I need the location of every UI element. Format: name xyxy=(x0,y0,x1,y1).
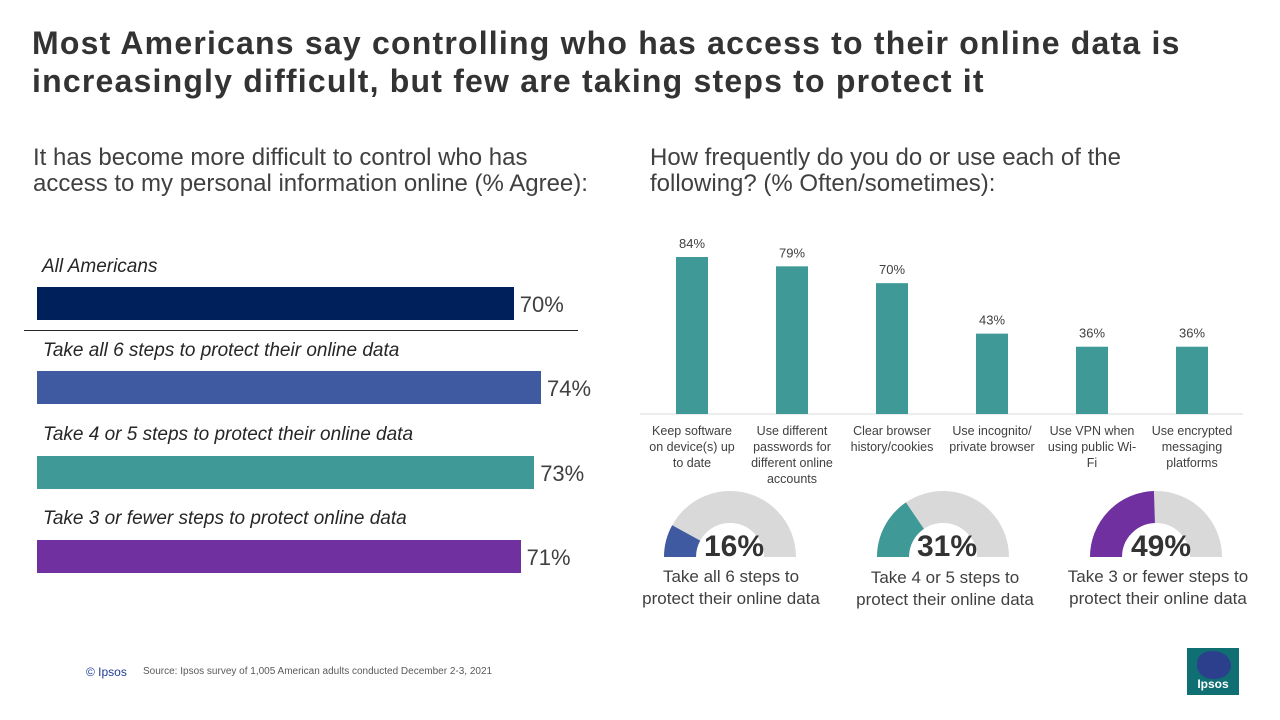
category-line: history/cookies xyxy=(851,440,934,454)
right-chart-question: How frequently do you do or use each of … xyxy=(650,144,1121,197)
column-category-label: Clear browser history/cookies xyxy=(851,424,934,454)
column-bar xyxy=(976,333,1008,414)
column-value-label: 36% xyxy=(1079,326,1105,341)
column-bar xyxy=(876,283,908,414)
bar-value-3-or-fewer-steps: 71% xyxy=(526,545,571,570)
category-line: Use encrypted xyxy=(1152,424,1233,438)
gauge-label-line: Take 3 or fewer steps to xyxy=(1067,567,1249,586)
column-bar xyxy=(1176,346,1208,414)
gauge-label-line: protect their online data xyxy=(856,590,1034,609)
gauge-label-line: protect their online data xyxy=(1069,589,1247,608)
bar-4-or-5-steps xyxy=(37,456,535,489)
gauge-fill xyxy=(664,525,701,558)
category-line: Use incognito/ xyxy=(952,424,1032,438)
gauge-label-4-or-5-steps: Take 4 or 5 steps to protect their onlin… xyxy=(835,567,1055,611)
category-line: Clear browser xyxy=(853,424,931,438)
category-line: messaging xyxy=(1162,440,1222,454)
column-bar xyxy=(776,266,808,414)
bar-3-or-fewer-steps xyxy=(37,540,521,573)
column-category-label: Use incognito/private browser xyxy=(949,424,1034,454)
page-title: Most Americans say controlling who has a… xyxy=(32,25,1181,99)
bar-value-4-or-5-steps: 73% xyxy=(540,461,585,486)
column-value-label: 70% xyxy=(879,262,905,277)
logo-mark xyxy=(1197,651,1231,679)
gauge-value-3-or-fewer-steps: 49% xyxy=(1130,530,1192,563)
category-line: Keep software xyxy=(652,424,732,438)
ipsos-logo: Ipsos xyxy=(1187,648,1239,695)
category-line: accounts xyxy=(767,472,817,486)
column-bar xyxy=(676,257,708,414)
bar-value-all-americans: 70% xyxy=(519,292,564,317)
column-category-label: Use different passwords for different onli… xyxy=(751,424,833,486)
logo-text: Ipsos xyxy=(1197,677,1229,691)
category-line: different online xyxy=(751,456,833,470)
bar-all-6-steps xyxy=(37,371,541,404)
category-line: Use VPN when xyxy=(1050,424,1135,438)
category-line: Fi xyxy=(1087,456,1097,470)
gauge-label-line: Take all 6 steps to xyxy=(662,567,800,586)
gauge-label-line: Take 4 or 5 steps to xyxy=(870,568,1020,587)
gauge-label-3-or-fewer-steps: Take 3 or fewer steps to protect their o… xyxy=(1048,566,1268,610)
category-line: using public Wi- xyxy=(1048,440,1136,454)
bar-all-americans xyxy=(37,287,514,320)
column-category-label: Use VPN when using public Wi- Fi xyxy=(1048,424,1136,470)
category-line: on device(s) up xyxy=(649,440,735,454)
separator-line xyxy=(24,330,578,331)
column-category-label: Use encrypted messaging platforms xyxy=(1152,424,1233,470)
left-chart-question: It has become more difficult to control … xyxy=(33,144,588,197)
gauge-value-all-6-steps: 16% xyxy=(703,530,765,563)
bar-label-4-or-5-steps: Take 4 or 5 steps to protect their onlin… xyxy=(43,424,414,445)
category-line: platforms xyxy=(1166,456,1217,470)
bar-label-all-6-steps: Take all 6 steps to protect their online… xyxy=(43,340,400,361)
category-line: passwords for xyxy=(753,440,831,454)
steps-gauges xyxy=(664,491,1222,558)
gauge-fill xyxy=(877,502,925,558)
column-value-label: 84% xyxy=(679,236,705,251)
gauge-value-4-or-5-steps: 31% xyxy=(916,530,978,563)
category-line: private browser xyxy=(949,440,1034,454)
category-line: Use different xyxy=(757,424,828,438)
bar-value-all-6-steps: 74% xyxy=(547,376,592,401)
category-line: to date xyxy=(673,456,711,470)
column-bar xyxy=(1076,346,1108,414)
gauge-label-all-6-steps: Take all 6 steps to protect their online… xyxy=(621,566,841,610)
source-note: Source: Ipsos survey of 1,005 American a… xyxy=(143,666,493,677)
column-value-label: 43% xyxy=(979,313,1005,328)
column-value-label: 79% xyxy=(779,245,805,260)
frequency-column-chart: 84% Keep software on device(s) up to date 79… xyxy=(640,236,1243,486)
copyright: © Ipsos xyxy=(86,665,127,679)
gauge-fill xyxy=(1090,491,1156,558)
gauge-label-line: protect their online data xyxy=(642,589,820,608)
bar-label-all-americans: All Americans xyxy=(42,256,158,277)
column-value-label: 36% xyxy=(1179,326,1205,341)
column-category-label: Keep software on device(s) up to date xyxy=(649,424,735,470)
bar-label-3-or-fewer-steps: Take 3 or fewer steps to protect online … xyxy=(43,508,407,529)
